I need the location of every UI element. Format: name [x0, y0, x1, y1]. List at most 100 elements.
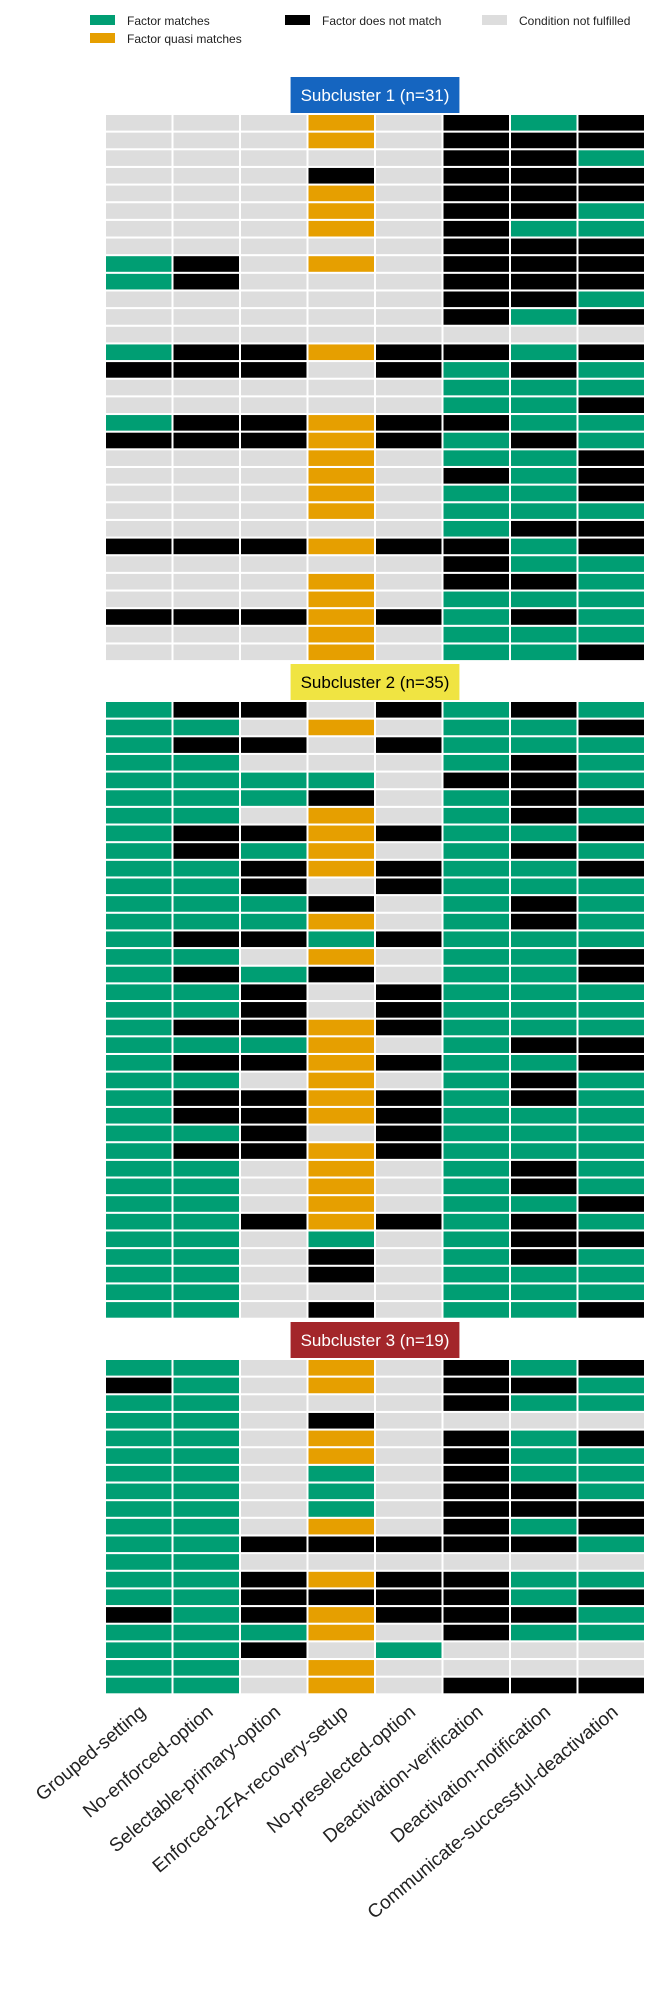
heatmap-cell [578, 1360, 644, 1376]
heatmap-cell [308, 702, 374, 718]
heatmap-cell [106, 1002, 172, 1018]
heatmap-cell [443, 1554, 509, 1570]
heatmap-cell [106, 1554, 172, 1570]
heatmap-cell [376, 238, 442, 255]
heatmap-cell [443, 1465, 509, 1482]
legend-swatch [285, 15, 310, 25]
heatmap-cell [376, 1642, 442, 1658]
heatmap-cell [173, 238, 239, 255]
heatmap-cell [106, 167, 172, 184]
heatmap-cell [308, 1465, 374, 1482]
heatmap-cell [376, 167, 442, 184]
heatmap-cell [241, 309, 307, 325]
heatmap-cell [578, 1125, 644, 1142]
heatmap-cell [443, 1412, 509, 1429]
heatmap-cell [173, 1019, 239, 1036]
heatmap-cell [511, 1302, 577, 1318]
heatmap-cell [376, 790, 442, 806]
heatmap-cell [578, 1160, 644, 1177]
heatmap-cell [443, 860, 509, 877]
heatmap-row [106, 1642, 644, 1658]
heatmap-cell [511, 644, 577, 661]
heatmap-cell [308, 1430, 374, 1447]
heatmap-cell [241, 825, 307, 842]
heatmap-cell [308, 1395, 374, 1411]
heatmap-cell [241, 1143, 307, 1159]
heatmap-row [106, 291, 644, 308]
heatmap-cell [443, 644, 509, 661]
heatmap-cell [443, 115, 509, 131]
heatmap-cell [241, 1465, 307, 1482]
heatmap-cell [173, 291, 239, 308]
heatmap-cell [308, 949, 374, 965]
heatmap-cell [173, 1642, 239, 1658]
heatmap-cell [106, 432, 172, 449]
heatmap-cell [106, 644, 172, 661]
heatmap-cell [308, 843, 374, 859]
heatmap-cell [511, 1518, 577, 1535]
heatmap-cell [106, 702, 172, 718]
heatmap-cell [511, 1501, 577, 1517]
heatmap-cell [578, 556, 644, 572]
heatmap-cell [241, 878, 307, 895]
heatmap-cell [241, 432, 307, 449]
heatmap-cell [241, 1448, 307, 1464]
heatmap-cell [443, 415, 509, 431]
heatmap-cell [241, 754, 307, 771]
heatmap-cell [308, 1624, 374, 1641]
heatmap-cell [376, 1412, 442, 1429]
heatmap-cell [106, 291, 172, 308]
heatmap-cell [511, 1072, 577, 1089]
heatmap-cell [376, 896, 442, 912]
heatmap-cell [241, 1107, 307, 1124]
heatmap-cell [106, 949, 172, 965]
heatmap-cell [511, 115, 577, 131]
heatmap-cell [173, 1430, 239, 1447]
heatmap-cell [308, 1143, 374, 1159]
heatmap-cell [511, 1360, 577, 1376]
heatmap-cell [106, 1019, 172, 1036]
legend: Factor matches Factor does not match Condi… [90, 14, 630, 46]
heatmap-cell [173, 556, 239, 572]
heatmap-row [106, 468, 644, 484]
heatmap-cell [308, 1554, 374, 1570]
heatmap-cell [376, 556, 442, 572]
heatmap-cell [376, 344, 442, 361]
heatmap-cell [106, 1196, 172, 1212]
heatmap-cell [443, 1501, 509, 1517]
heatmap-cell [376, 1249, 442, 1265]
heatmap-cell [578, 1412, 644, 1429]
heatmap-cell [106, 185, 172, 202]
heatmap-cell [173, 132, 239, 149]
heatmap-cell [173, 1607, 239, 1623]
heatmap-cell [443, 291, 509, 308]
heatmap-cell [376, 520, 442, 537]
heatmap-row [106, 807, 644, 824]
heatmap-cell [443, 825, 509, 842]
heatmap-cell [376, 1213, 442, 1230]
heatmap-cell [443, 1072, 509, 1089]
heatmap-cell [106, 485, 172, 502]
heatmap-row [106, 256, 644, 272]
heatmap-cell [578, 772, 644, 789]
heatmap-cell [308, 1536, 374, 1553]
heatmap-row [106, 132, 644, 149]
heatmap-cell [241, 1090, 307, 1106]
heatmap-row [106, 591, 644, 608]
heatmap-cell [578, 644, 644, 661]
heatmap-cell [511, 772, 577, 789]
legend-swatch [482, 15, 507, 25]
heatmap-cell [443, 485, 509, 502]
heatmap-cell [578, 573, 644, 590]
heatmap-cell [443, 556, 509, 572]
heatmap-cell [173, 984, 239, 1000]
heatmap-cell [308, 1412, 374, 1429]
heatmap-cell [241, 1660, 307, 1676]
heatmap-cell [578, 415, 644, 431]
heatmap-cell [443, 185, 509, 202]
heatmap-cell [241, 609, 307, 625]
heatmap-row [106, 150, 644, 166]
heatmap-cell [511, 878, 577, 895]
heatmap-row [106, 1448, 644, 1464]
heatmap-cell [376, 1231, 442, 1248]
